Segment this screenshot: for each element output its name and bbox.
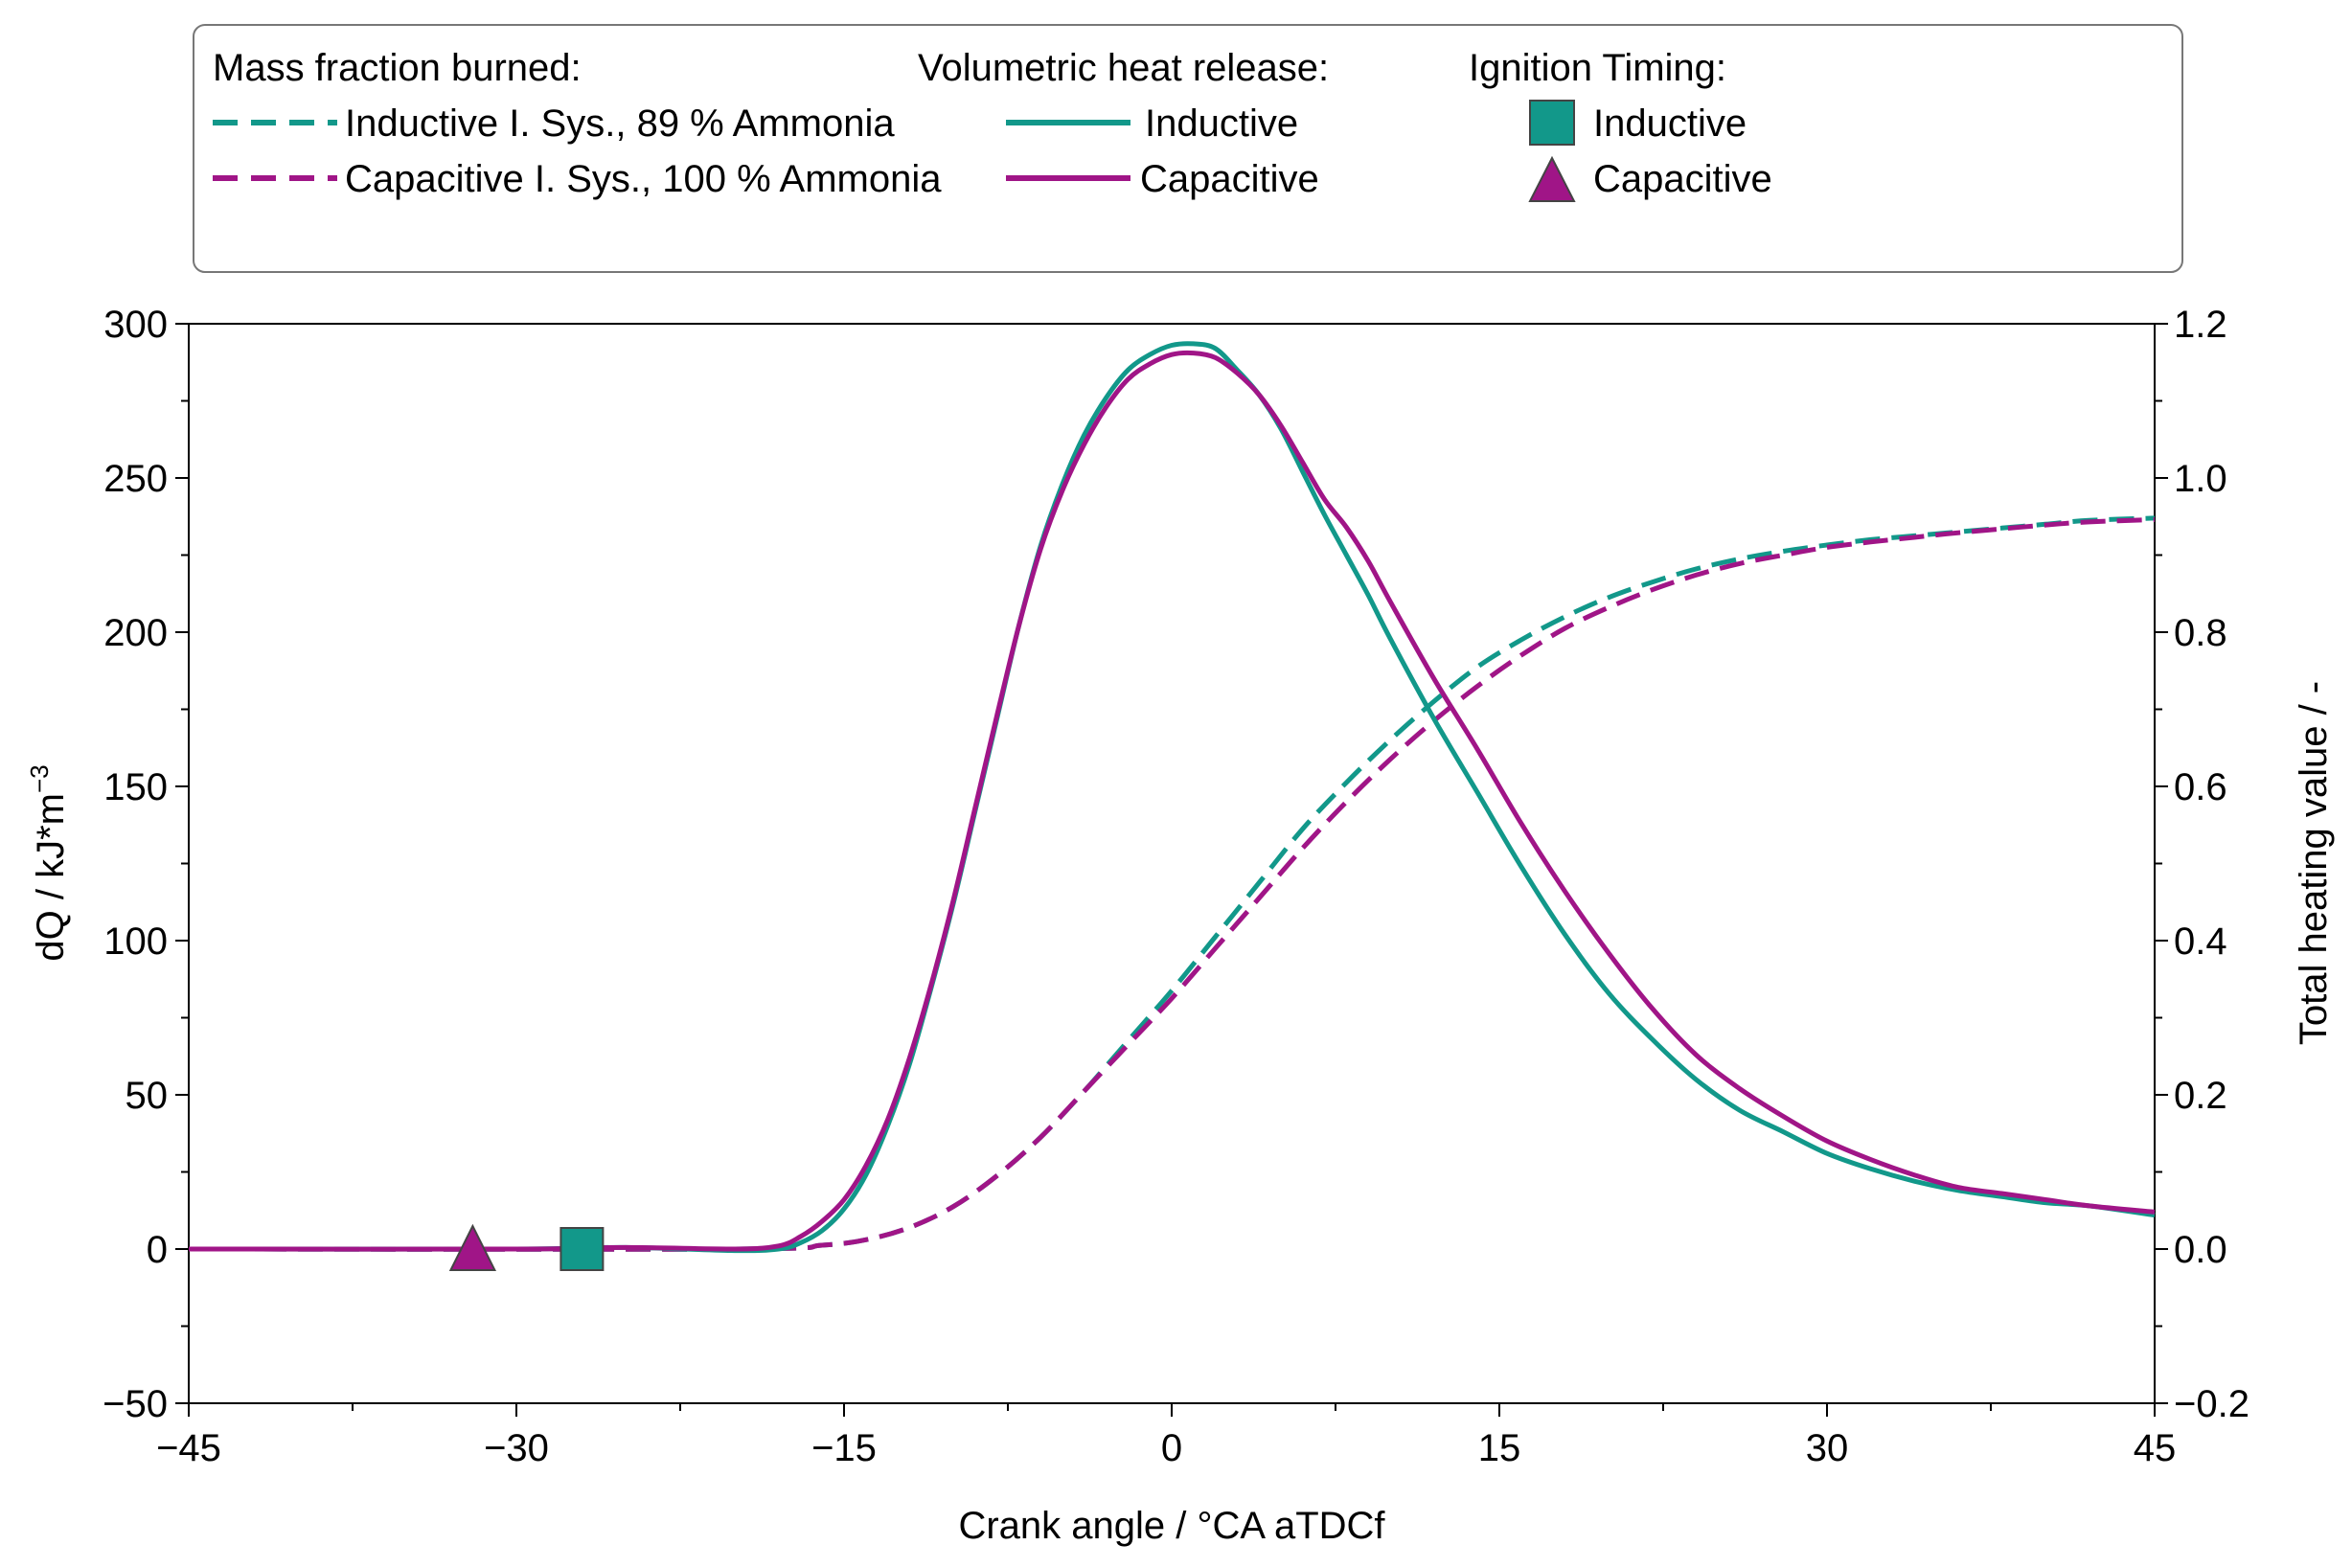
y-axis-title: dQ / kJ*m−3 [25, 764, 72, 961]
legend-label-ign-capacitive: Capacitive [1593, 158, 1772, 200]
ignition-marker-inductive [559, 1227, 605, 1271]
series-line-volumetric-heat-release-capacitive [188, 350, 2156, 1252]
legend-heading-ign: Ignition Timing: [1469, 47, 1726, 89]
y-tick-label: −50 [103, 1383, 168, 1425]
y2-tick-label: 0.0 [2174, 1229, 2227, 1271]
legend-frame [193, 24, 2183, 273]
x-tick-label: 0 [1161, 1427, 1182, 1469]
legend-heading-vhr: Volumetric heat release: [918, 47, 1329, 89]
x-tick-label: −30 [484, 1427, 549, 1469]
ignition-markers [448, 1223, 605, 1271]
legend-heading-mfb: Mass fraction burned: [213, 47, 582, 89]
y2-tick-label: 0.6 [2174, 766, 2227, 808]
legend-label-ign-inductive: Inductive [1593, 102, 1747, 145]
x-tick-label: 45 [2134, 1427, 2177, 1469]
tick-labels: −45 −30 −15 0 15 30 45 −50 0 50 100 150 200 250 300 −0.… [103, 304, 2249, 1469]
y-tick-label: 50 [126, 1075, 169, 1117]
y2-tick-label: 1.0 [2174, 458, 2227, 500]
y-tick-label: 0 [147, 1229, 168, 1271]
ignition-marker-capacitive [448, 1223, 497, 1271]
series-line-volumetric-heat-release-inductive [188, 341, 2156, 1254]
legend-swatch-ign-inductive [1529, 100, 1575, 146]
legend-label-mfb-inductive: Inductive I. Sys., 89 % Ammonia [345, 102, 895, 145]
x-tick-label: 15 [1478, 1427, 1521, 1469]
y-axis-title-main: dQ / kJ*m [30, 793, 72, 962]
y-tick-label: 150 [103, 766, 168, 808]
legend-label-vhr-inductive: Inductive [1145, 102, 1298, 145]
x-axis-title: Crank angle / °CA aTDCf [958, 1505, 1385, 1547]
y-tick-label: 250 [103, 458, 168, 500]
y-tick-label: 200 [103, 612, 168, 654]
y-tick-label: 300 [103, 304, 168, 346]
legend-label-vhr-capacitive: Capacitive [1140, 158, 1319, 200]
series [188, 341, 2156, 1254]
series-line-mass-fraction-burned-inductive [188, 515, 2156, 1252]
y2-tick-label: −0.2 [2174, 1383, 2249, 1425]
x-tick-label: −15 [811, 1427, 877, 1469]
plot-frame [188, 323, 2156, 1404]
legend-label-mfb-capacitive: Capacitive I. Sys., 100 % Ammonia [345, 158, 942, 200]
y-tick-label: 100 [103, 920, 168, 963]
y2-tick-label: 0.4 [2174, 920, 2227, 963]
legend: Mass fraction burned: Volumetric heat re… [193, 24, 2183, 273]
series-line-mass-fraction-burned-capacitive [188, 517, 2156, 1252]
y2-axis-title: Total heating value / - [2293, 681, 2335, 1045]
legend-swatch-ign-capacitive [1528, 155, 1576, 202]
y-axis-title-sup: −3 [25, 764, 54, 793]
ticks [175, 323, 2168, 1417]
x-tick-label: 30 [1806, 1427, 1849, 1469]
y2-tick-label: 0.2 [2174, 1075, 2227, 1117]
x-tick-label: −45 [156, 1427, 221, 1469]
y2-tick-label: 0.8 [2174, 612, 2227, 654]
y2-tick-label: 1.2 [2174, 304, 2227, 346]
